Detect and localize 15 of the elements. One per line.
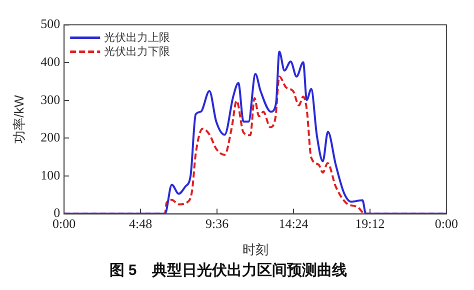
text: 图 5 典型日光伏出力区间预测曲线 bbox=[109, 262, 347, 280]
x-tick-label: 4:48 bbox=[129, 216, 152, 232]
y-tick-label: 200 bbox=[40, 130, 60, 145]
legend-label: 光伏出力上限 bbox=[104, 30, 170, 44]
legend-label: 光伏出力下限 bbox=[104, 44, 170, 58]
x-tick-label: 14:24 bbox=[278, 216, 309, 232]
y-axis-title: 功率/kW bbox=[11, 94, 26, 144]
y-tick-label: 100 bbox=[40, 167, 60, 182]
x-axis-title: 时刻 bbox=[242, 242, 268, 257]
y-tick-label: 500 bbox=[40, 16, 60, 32]
y-tick-label: 400 bbox=[40, 54, 60, 70]
x-tick-label: 9:36 bbox=[205, 216, 230, 232]
x-tick-label: 19:12 bbox=[355, 216, 385, 232]
y-tick-label: 300 bbox=[40, 92, 60, 107]
x-tick-label: 0:00 bbox=[434, 216, 458, 232]
